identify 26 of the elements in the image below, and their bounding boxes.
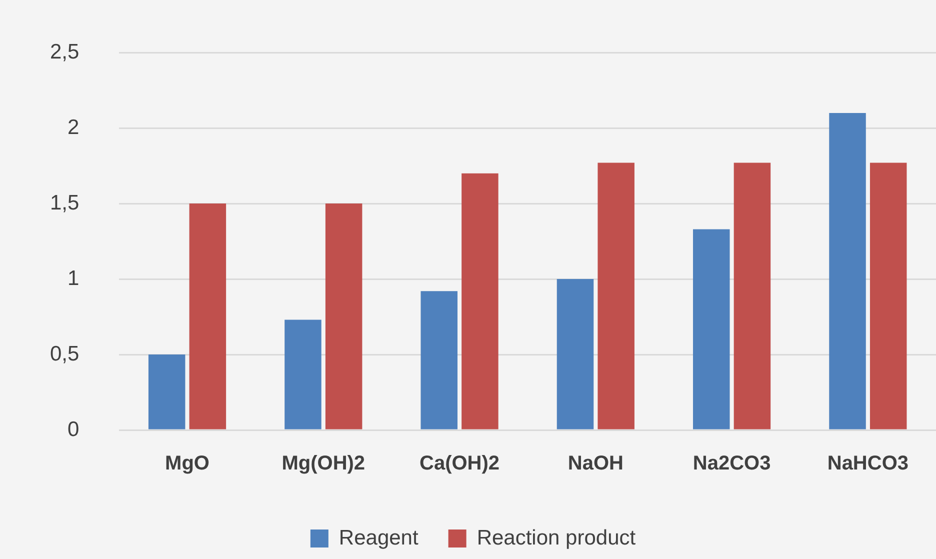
bar (829, 112, 866, 430)
x-tick-label: NaOH (568, 452, 624, 475)
legend-label: Reaction product (476, 526, 636, 550)
bar (870, 162, 907, 430)
bar (598, 162, 634, 430)
y-tick-label: 0,5 (50, 342, 80, 366)
bar (148, 354, 186, 430)
y-tick-label: 0 (68, 418, 80, 441)
x-tick-label: Na2CO3 (692, 452, 771, 475)
x-tick-label: MgO (165, 452, 210, 475)
bar (462, 173, 498, 430)
legend-label: Reagent (338, 526, 418, 550)
bar (420, 291, 458, 430)
x-tick-label: Mg(OH)2 (282, 452, 366, 475)
bar (556, 279, 594, 430)
x-tick-label: NaHCO3 (827, 452, 909, 475)
x-tick-label: Ca(OH)2 (420, 452, 500, 475)
bar (284, 320, 322, 430)
y-tick-label: 1,5 (50, 191, 80, 214)
y-tick-label: 1 (68, 266, 80, 290)
bar (189, 204, 226, 430)
bar (693, 229, 730, 430)
y-tick-label: 2 (68, 116, 80, 139)
y-tick-label: 2,5 (50, 40, 80, 64)
bar (325, 204, 362, 430)
bar (734, 162, 771, 430)
